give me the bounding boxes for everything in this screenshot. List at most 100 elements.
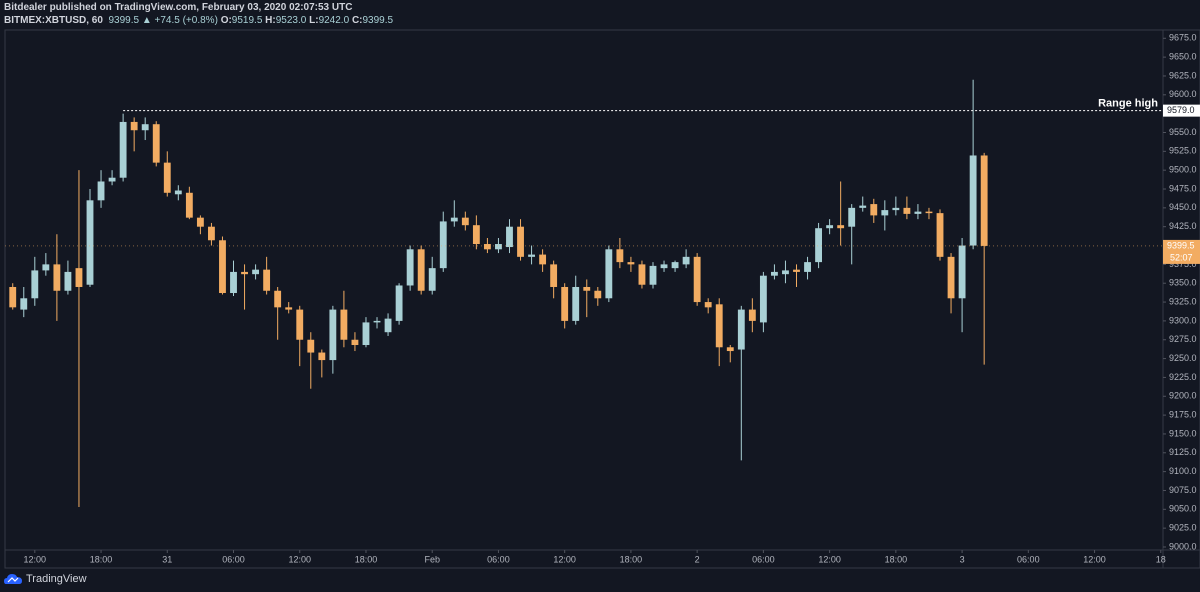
- y-tick-label: 9525.0: [1169, 146, 1197, 156]
- y-tick-label: 9600.0: [1169, 89, 1197, 99]
- ohlc-value: 9519.5: [231, 15, 263, 26]
- candle-body: [594, 290, 602, 299]
- x-tick-label: 18:00: [355, 554, 378, 564]
- y-tick-label: 9275.0: [1169, 334, 1197, 344]
- x-tick-label: 12:00: [553, 554, 576, 564]
- candle-body: [439, 221, 447, 269]
- candle-body: [715, 304, 723, 348]
- candle-body: [119, 121, 127, 178]
- header: Bitdealer published on TradingView.com, …: [4, 1, 393, 27]
- candle-body: [660, 264, 668, 269]
- axes: 9000.0 9025.0 9050.0 9075.0 9100.0 9125.0 9150…: [24, 33, 1200, 564]
- candle-body: [936, 213, 944, 257]
- x-tick-label: 18:00: [90, 554, 113, 564]
- y-tick-label: 9550.0: [1169, 127, 1197, 137]
- candle-body: [241, 271, 248, 275]
- candle-body: [252, 269, 260, 275]
- candle-body: [307, 339, 315, 353]
- symbol-line: BITMEX:XBTUSD, 60 9399.5 ▲ +74.5 (+0.8%)…: [4, 14, 393, 27]
- candle-body: [870, 204, 878, 216]
- candle-body: [804, 262, 811, 272]
- candle-body: [583, 286, 591, 291]
- candle-body: [472, 225, 480, 245]
- logo: [4, 574, 22, 584]
- candle-body: [20, 298, 28, 310]
- range-high-tag: [1163, 104, 1200, 117]
- candle-body: [561, 286, 569, 321]
- candle-body: [296, 309, 304, 340]
- candle-body: [362, 322, 370, 346]
- x-tick-label: 31: [162, 554, 172, 564]
- candle-body: [64, 271, 72, 291]
- candle-body: [947, 256, 955, 299]
- candle-body: [550, 264, 558, 287]
- y-tick-label: 9425.0: [1169, 221, 1197, 231]
- brand: TradingView: [26, 573, 87, 585]
- candle-body: [185, 192, 193, 218]
- y-tick-label: 9325.0: [1169, 296, 1197, 306]
- x-tick-label: 12:00: [818, 554, 841, 564]
- y-tick-label: 9500.0: [1169, 165, 1197, 175]
- x-tick-label: 12:00: [1083, 554, 1106, 564]
- x-tick-label: 12:00: [288, 554, 311, 564]
- range-high-tag-label: 9579.0: [1167, 105, 1195, 115]
- candle-body: [682, 256, 690, 265]
- x-tick-label: 06:00: [487, 554, 510, 564]
- candle-body: [704, 302, 712, 308]
- x-tick-label: 18:00: [620, 554, 643, 564]
- candle-body: [86, 200, 94, 285]
- candle-body: [539, 254, 547, 265]
- ohlc-value: 9242.0: [318, 15, 350, 26]
- symbol: BITMEX:XBTUSD, 60: [4, 15, 103, 26]
- y-tick-label: 9075.0: [1169, 485, 1197, 495]
- candle-body: [163, 162, 171, 193]
- candle-body: [925, 211, 933, 214]
- candle-body: [230, 271, 237, 294]
- x-tick-label: 06:00: [222, 554, 245, 564]
- candle-body: [737, 309, 745, 350]
- candle-body: [351, 339, 359, 346]
- y-tick-label: 9475.0: [1169, 183, 1197, 193]
- change: ▲ +74.5 (+0.8%): [141, 15, 218, 26]
- candle-body: [627, 262, 635, 265]
- ohlc-key: O:: [220, 15, 232, 26]
- candle-body: [693, 256, 701, 303]
- candle-body: [605, 249, 613, 299]
- candle-body: [274, 290, 282, 308]
- candle-body: [196, 217, 204, 227]
- candle-body: [969, 155, 977, 246]
- y-tick-label: 9000.0: [1169, 541, 1197, 551]
- candle-body: [318, 352, 326, 361]
- y-tick-label: 9675.0: [1169, 33, 1197, 43]
- ohlc: O:9519.5 H:9523.0 L:9242.0 C:9399.5: [221, 15, 393, 26]
- candle-body: [826, 225, 834, 229]
- candle-body: [771, 271, 778, 276]
- y-tick-label: 9650.0: [1169, 52, 1197, 62]
- candle-body: [373, 320, 381, 323]
- publish-text: Bitdealer published on TradingView.com, …: [4, 2, 353, 13]
- candle-body: [506, 226, 513, 248]
- candle-body: [616, 249, 624, 263]
- countdown: 52:07: [1170, 252, 1193, 262]
- candle-body: [53, 264, 61, 291]
- candle-body: [859, 205, 867, 208]
- candle-body: [219, 240, 226, 294]
- candle-body: [980, 155, 988, 246]
- candle-body: [914, 211, 922, 214]
- last-price-label: 9399.5: [1167, 240, 1195, 250]
- y-tick-label: 9150.0: [1169, 428, 1197, 438]
- candle-body: [517, 226, 524, 257]
- candle-body: [759, 275, 767, 323]
- ohlc-key: C:: [351, 15, 363, 26]
- candle-body: [572, 286, 580, 321]
- candle-body: [174, 190, 182, 195]
- candle-body: [483, 244, 491, 250]
- x-tick-label: Feb: [424, 554, 440, 564]
- ohlc-key: L:: [309, 15, 319, 26]
- candle-body: [208, 226, 215, 241]
- y-tick-label: 9350.0: [1169, 278, 1197, 288]
- candle-body: [75, 268, 83, 287]
- x-tick-label: 18:00: [885, 554, 908, 564]
- y-tick-label: 9025.0: [1169, 523, 1197, 533]
- plot-area: [5, 79, 1163, 508]
